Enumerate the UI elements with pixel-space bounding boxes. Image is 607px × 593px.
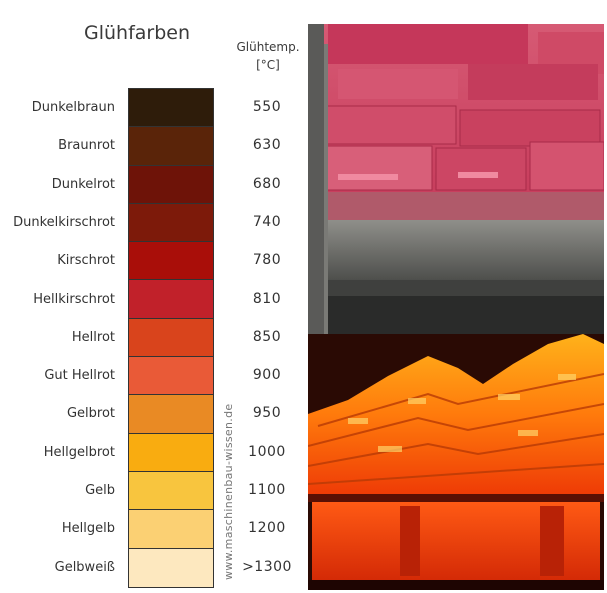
temperature-value-label: 1000 <box>248 443 286 460</box>
color-swatch <box>129 127 213 166</box>
color-swatch-column <box>128 88 214 588</box>
photo-glowing-steel-blocks-graphic <box>308 24 604 334</box>
temperature-value-label: >1300 <box>242 558 292 575</box>
color-swatch <box>129 89 213 128</box>
color-name-label: Dunkelbraun <box>31 100 115 115</box>
temperature-value-label: 740 <box>252 213 282 230</box>
photo-glowing-ingot-stack-graphic <box>308 334 604 590</box>
temperature-header-line-1: Glühtemp. <box>236 40 300 54</box>
color-name-label: Hellrot <box>71 329 115 345</box>
color-name-label: Gelbweiß <box>54 559 115 575</box>
color-swatch <box>129 548 213 587</box>
color-swatch <box>129 242 213 281</box>
color-swatch <box>129 318 213 358</box>
temperature-header-line-2: [°C] <box>256 58 280 72</box>
color-name-label: Gelbrot <box>66 406 115 422</box>
color-swatch <box>129 433 213 472</box>
temperature-value-label: 950 <box>252 405 282 422</box>
temperature-value-label: 780 <box>252 252 282 269</box>
photo-glowing-ingot-stack <box>308 334 604 590</box>
color-swatch <box>129 203 213 243</box>
color-swatch <box>129 165 213 204</box>
photo-glowing-steel-blocks <box>308 24 604 334</box>
temperature-value-label: 680 <box>252 175 282 192</box>
temperature-value-label: 900 <box>252 367 282 384</box>
color-name-label: Dunkelrot <box>51 176 115 192</box>
temperature-value-label: 550 <box>252 99 282 115</box>
color-name-label: Kirschrot <box>57 253 115 269</box>
color-name-label: Gut Hellrot <box>44 368 115 384</box>
color-name-label: Hellgelb <box>61 521 115 537</box>
color-swatch <box>129 357 213 396</box>
color-swatch <box>129 280 213 319</box>
temperature-value-label: 850 <box>252 328 282 345</box>
color-swatch <box>129 471 213 511</box>
color-swatch <box>129 395 213 434</box>
color-name-label: Hellgelbrot <box>43 444 115 460</box>
temperature-value-label: 1200 <box>248 520 286 537</box>
temperature-value-label: 630 <box>252 137 282 154</box>
color-name-label: Braunrot <box>58 138 115 154</box>
color-name-label: Hellkirschrot <box>33 291 115 307</box>
temperature-header: Glühtemp. [°C] <box>222 38 314 74</box>
chart-title: Glühfarben <box>83 22 191 44</box>
watermark: www.maschinenbau-wissen.de <box>222 403 235 580</box>
color-swatch <box>129 510 213 549</box>
color-name-label: Dunkelkirschrot <box>13 214 115 230</box>
temperature-value-label: 810 <box>252 290 282 307</box>
temperature-value-label: 1100 <box>248 482 286 498</box>
color-name-label: Gelb <box>85 483 115 498</box>
